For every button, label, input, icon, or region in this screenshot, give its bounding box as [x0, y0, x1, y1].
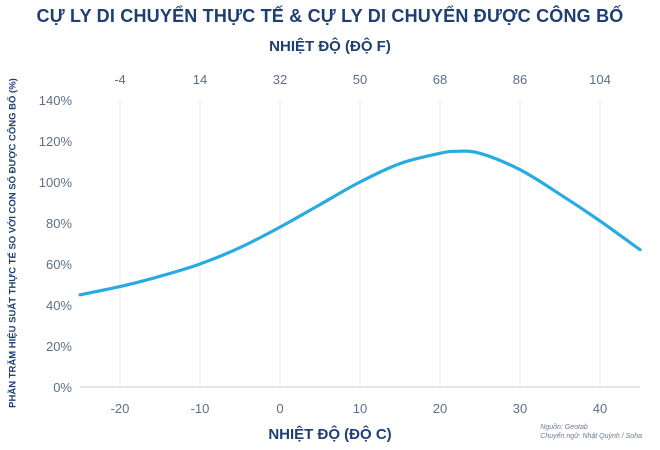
- x2-tick-label: 104: [589, 72, 611, 87]
- source-note: Nguồn: Geotab Chuyển ngữ: Nhật Quỳnh / S…: [540, 423, 642, 441]
- translator-line: Chuyển ngữ: Nhật Quỳnh / Soha: [540, 433, 642, 440]
- y-tick-label: 40%: [46, 298, 72, 313]
- y-tick-label: 0%: [53, 380, 72, 395]
- x-axis-label: NHIỆT ĐỘ (ĐỘ C): [268, 426, 392, 443]
- y-axis-label: PHẦN TRĂM HIỆU SUẤT THỰC TẾ SO VỚI CON S…: [7, 78, 19, 408]
- y-tick-labels: 0% 20% 40% 60% 80% 100% 120% 140%: [39, 93, 73, 395]
- x2-tick-label: 14: [193, 72, 207, 87]
- x2-tick-label: 50: [353, 72, 367, 87]
- x-tick-label: -10: [191, 401, 210, 416]
- x2-tick-label: 86: [513, 72, 527, 87]
- chart-title: CỰ LY DI CHUYỂN THỰC TẾ & CỰ LY DI CHUYỂ…: [36, 6, 624, 26]
- x-tick-label: 30: [513, 401, 527, 416]
- y-tick-label: 60%: [46, 257, 72, 272]
- y-tick-label: 80%: [46, 216, 72, 231]
- y-tick-label: 140%: [39, 93, 73, 108]
- x2-tick-label: 68: [433, 72, 447, 87]
- y-tick-label: 120%: [39, 134, 73, 149]
- source-line: Nguồn: Geotab: [540, 424, 588, 431]
- series-line: [78, 149, 642, 297]
- x-tick-labels: -20 -10 0 10 20 30 40: [111, 401, 608, 416]
- x2-tick-label: 32: [273, 72, 287, 87]
- x-tick-label: -20: [111, 401, 130, 416]
- x2-tick-labels: -4 14 32 50 68 86 104: [114, 72, 611, 87]
- x-tick-label: 0: [276, 401, 283, 416]
- x2-axis-label: NHIỆT ĐỘ (ĐỘ F): [269, 38, 391, 55]
- x-tick-label: 40: [593, 401, 607, 416]
- grid-lines: [119, 100, 601, 387]
- x2-tick-label: -4: [114, 72, 126, 87]
- x-tick-label: 10: [353, 401, 367, 416]
- x-tick-label: 20: [433, 401, 447, 416]
- y-tick-label: 20%: [46, 339, 72, 354]
- y-tick-label: 100%: [39, 175, 73, 190]
